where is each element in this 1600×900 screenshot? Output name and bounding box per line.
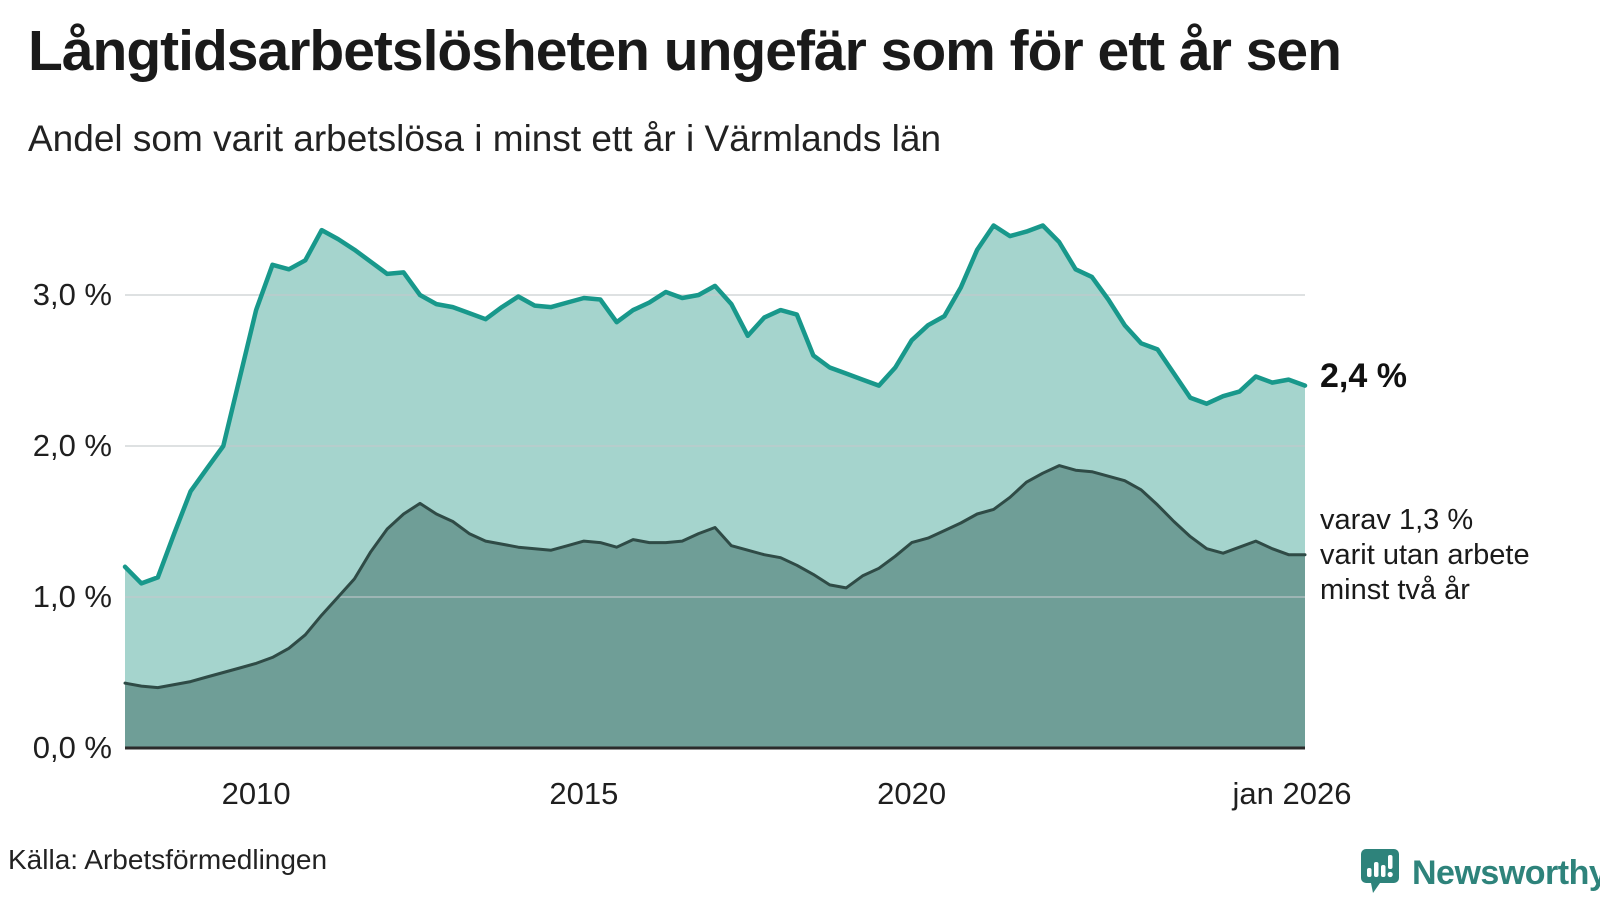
source-note: Källa: Arbetsförmedlingen bbox=[8, 844, 328, 875]
page-title: Långtidsarbetslösheten ungefär som för e… bbox=[28, 19, 1342, 83]
two-year-annotation-line2: varit utan arbete bbox=[1320, 539, 1530, 571]
brand-logo: Newsworthy bbox=[1360, 848, 1600, 899]
x-axis-tick-label: jan 2026 bbox=[1232, 776, 1352, 811]
line-two-years bbox=[123, 464, 1307, 690]
x-axis-tick-label: 2010 bbox=[221, 776, 291, 811]
x-axis-tick-label: 2020 bbox=[877, 776, 947, 811]
two-year-annotation-line3: minst två år bbox=[1320, 574, 1470, 606]
y-axis-tick-label: 0,0 % bbox=[32, 730, 112, 765]
page-subtitle: Andel som varit arbetslösa i minst ett å… bbox=[28, 118, 942, 159]
y-axis-tick-label: 1,0 % bbox=[32, 579, 112, 614]
line-total bbox=[122, 223, 1308, 586]
area-two-years bbox=[125, 465, 1305, 748]
latest-value-label: 2,4 % bbox=[1320, 357, 1407, 395]
two-year-annotation-line1: varav 1,3 % bbox=[1320, 504, 1474, 536]
chart-svg bbox=[122, 223, 1308, 750]
y-axis-tick-label: 2,0 % bbox=[32, 428, 112, 463]
y-axis-tick-label: 3,0 % bbox=[32, 277, 112, 312]
x-axis-tick-label: 2015 bbox=[549, 776, 619, 811]
brand-name: Newsworthy bbox=[1412, 854, 1600, 892]
two-year-annotation: varav 1,3 % varit utan arbete minst två … bbox=[1320, 503, 1530, 608]
newsworthy-icon bbox=[1360, 848, 1400, 899]
